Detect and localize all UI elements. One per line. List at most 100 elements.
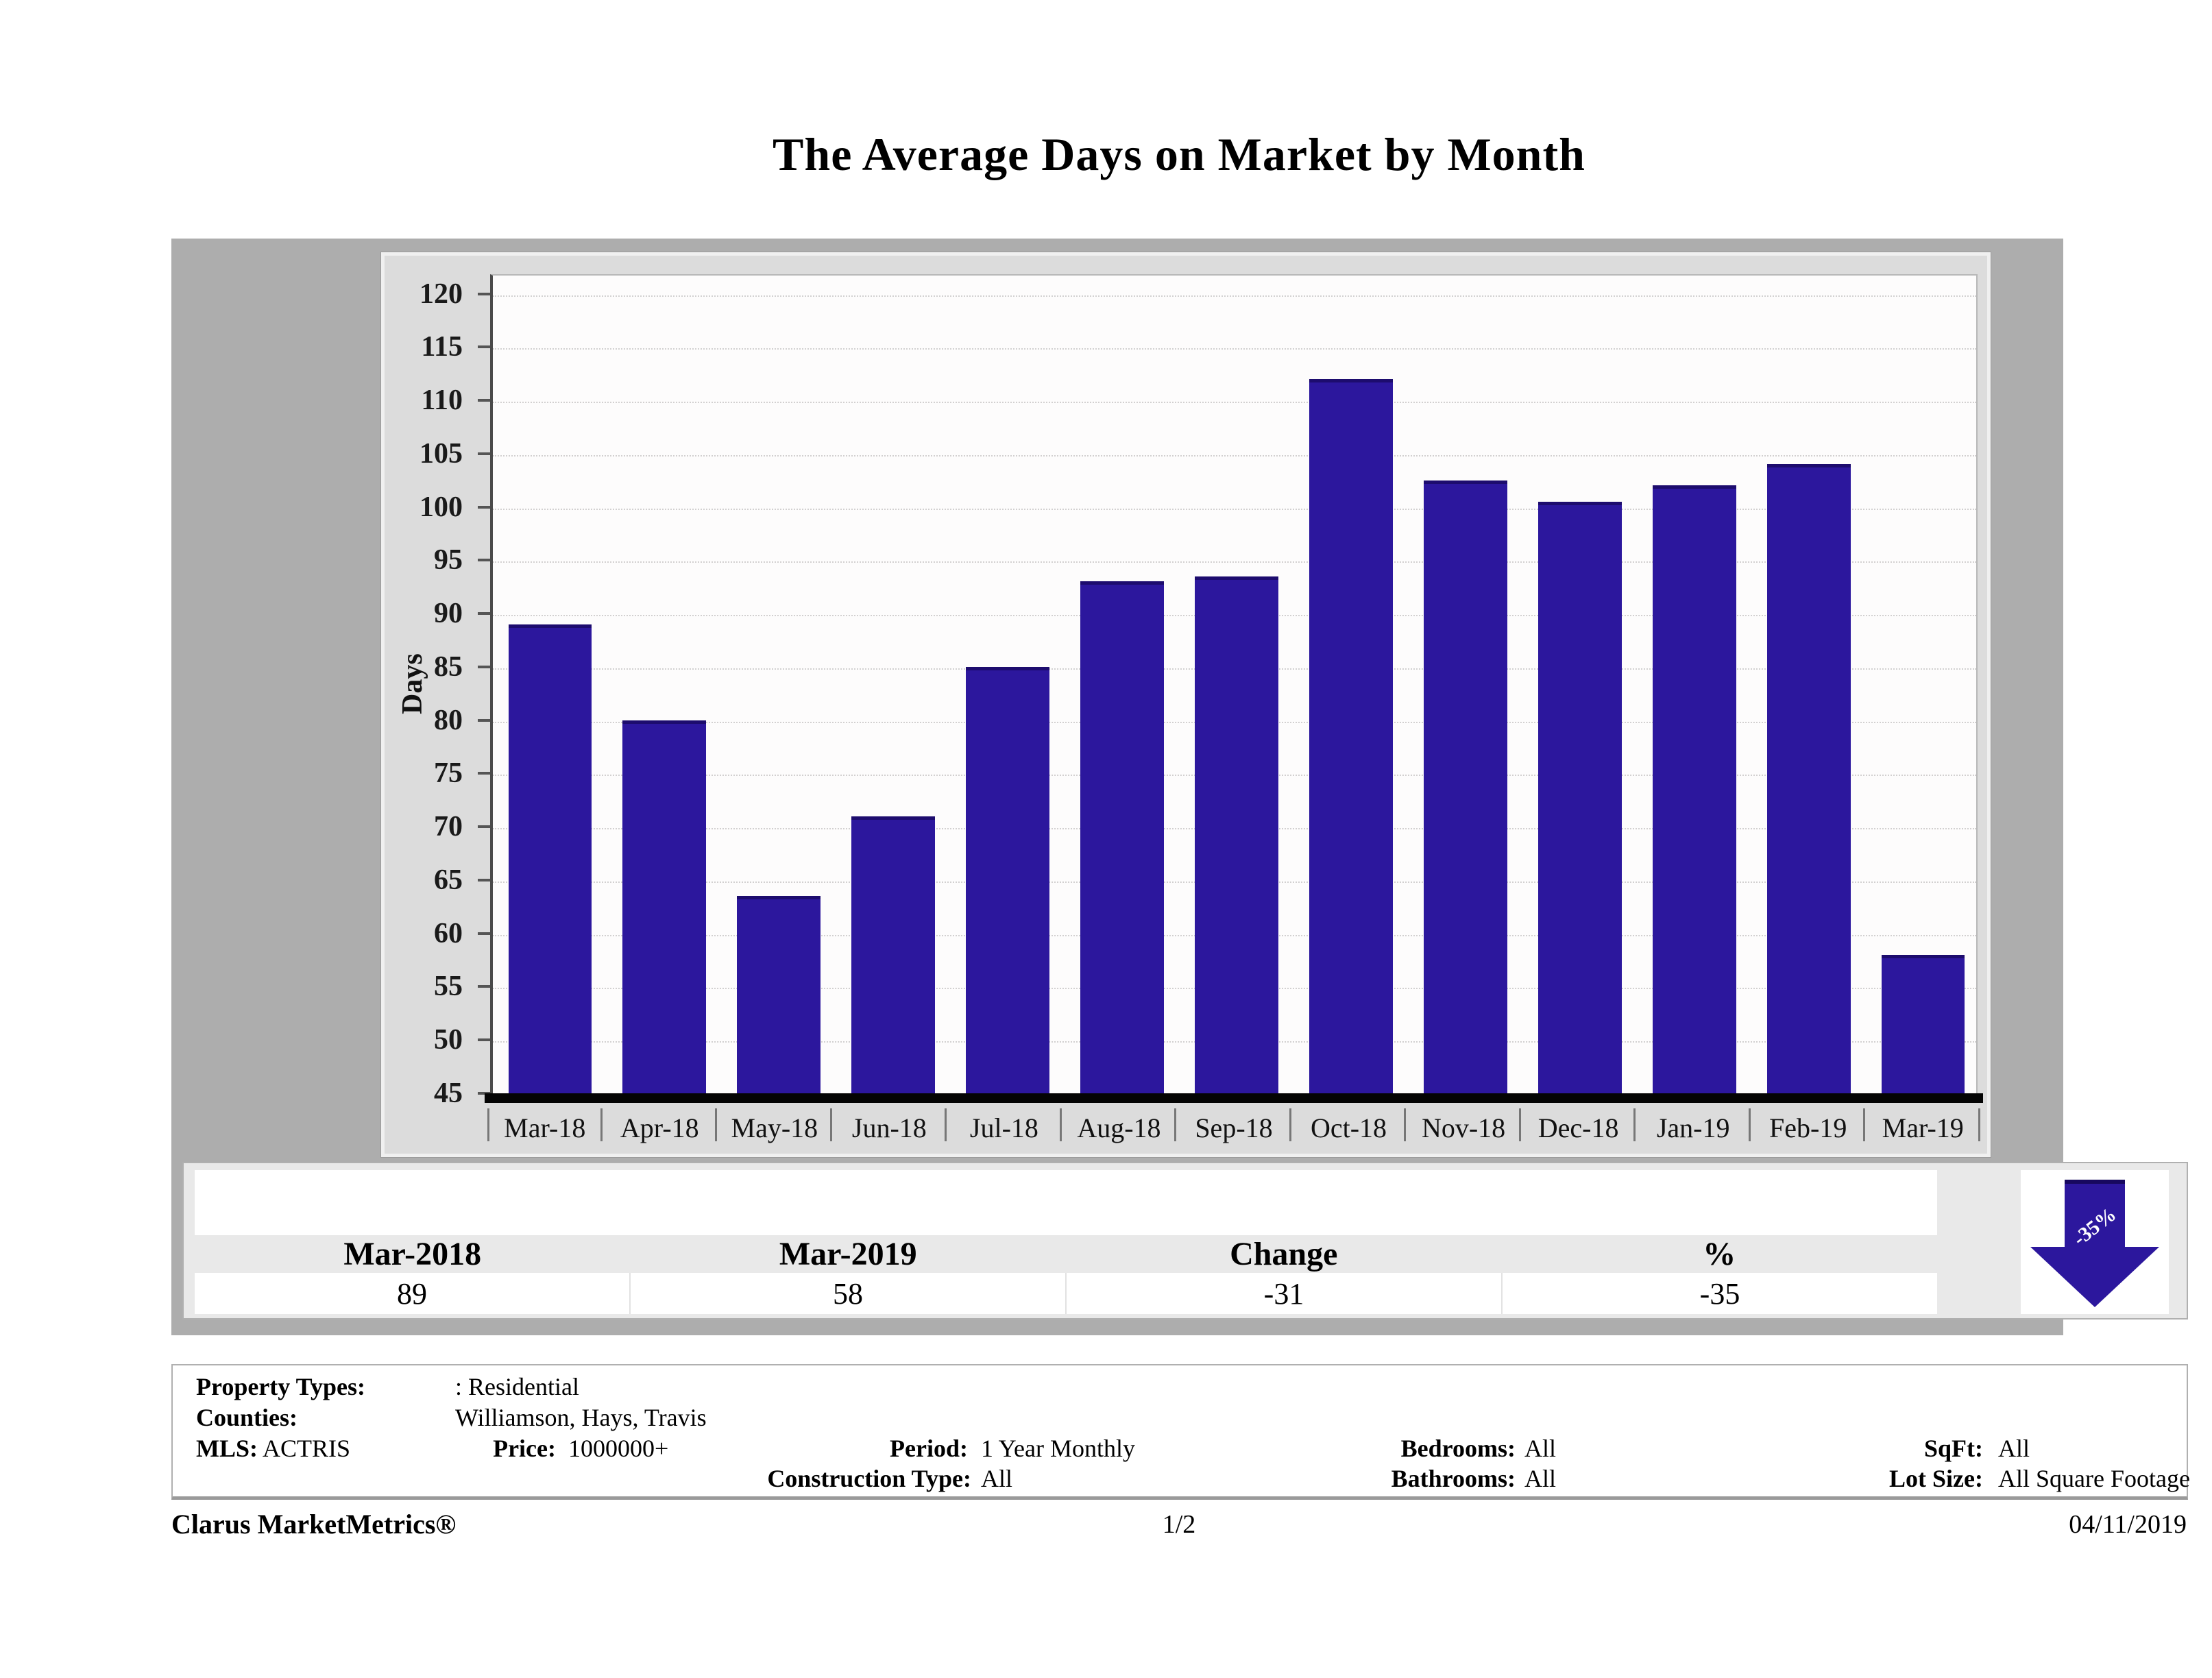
- x-axis-line: [485, 1093, 1983, 1103]
- y-tick-mark: [478, 505, 493, 509]
- sqft-label: SqFt:: [1923, 1435, 1983, 1462]
- y-tick-label: 45: [405, 1077, 493, 1110]
- x-tick-label: Mar-18: [487, 1106, 603, 1150]
- summary-value-cell: -35: [1501, 1273, 1937, 1314]
- property-types-label: Property Types:: [196, 1373, 365, 1400]
- bar-Apr-18: [622, 720, 707, 1093]
- summary-table-value-row: 89 58 -31 -35: [195, 1273, 1937, 1314]
- construction-type-value: All: [981, 1465, 1013, 1492]
- y-tick-mark: [478, 718, 493, 722]
- y-tick-mark: [478, 399, 493, 402]
- summary-header-cell: Mar-2019: [779, 1236, 917, 1272]
- summary-value-cell: 58: [629, 1273, 1065, 1314]
- y-tick-label: 65: [405, 864, 493, 897]
- x-tick-label: Jun-18: [832, 1106, 947, 1150]
- down-arrow-head-icon: [2030, 1247, 2159, 1307]
- footer-date: 04/11/2019: [2069, 1510, 2187, 1539]
- x-tick-label: Jul-18: [947, 1106, 1062, 1150]
- bar-Sep-18: [1195, 576, 1278, 1093]
- sqft-value: All: [1998, 1435, 2030, 1462]
- summary-table-header-row: Mar-2018 Mar-2019 Change%: [195, 1235, 1937, 1273]
- summary-value-cell: -31: [1065, 1273, 1501, 1314]
- y-tick-label: 70: [405, 810, 493, 843]
- down-arrow-icon: [2065, 1180, 2125, 1248]
- bar-Dec-18: [1538, 501, 1622, 1093]
- x-tick-label: Apr-18: [603, 1106, 718, 1150]
- y-tick-label: 95: [405, 544, 493, 576]
- lot-size-value: All Square Footage: [1998, 1465, 2190, 1492]
- y-tick-label: 50: [405, 1023, 493, 1056]
- y-tick-label: 75: [405, 757, 493, 790]
- construction-type-label: Construction Type:: [767, 1465, 971, 1492]
- y-tick-mark: [478, 1038, 493, 1042]
- bar-Aug-18: [1080, 581, 1164, 1093]
- price-value: 1000000+: [568, 1435, 669, 1462]
- filters-box: Property Types: : Residential Counties: …: [171, 1364, 2190, 1500]
- plot-area: [490, 274, 1978, 1093]
- y-tick-mark: [478, 665, 493, 668]
- y-tick-mark: [478, 825, 493, 829]
- bedrooms-value: All: [1524, 1435, 1557, 1462]
- summary-header-cell: Mar-2018: [343, 1236, 482, 1272]
- x-tick-label: May-18: [717, 1106, 832, 1150]
- y-tick-mark: [478, 345, 493, 349]
- y-tick-mark: [478, 292, 493, 295]
- bar-Jul-18: [966, 666, 1050, 1093]
- lot-size-label: Lot Size:: [1889, 1465, 1983, 1492]
- bathrooms-value: All: [1524, 1465, 1557, 1492]
- y-tick-mark: [478, 452, 493, 455]
- summary-header-cell: %: [1703, 1236, 1736, 1272]
- bar-Jun-18: [851, 816, 936, 1093]
- chart-panel: Days 120 115 110 105 100 95 90 85 80 75 70 65 60 55 50…: [381, 252, 1991, 1157]
- y-axis: 120 115 110 105 100 95 90 85 80 75 70 65 60 55 50 45: [405, 274, 493, 1109]
- counties-value: Williamson, Hays, Travis: [455, 1404, 707, 1431]
- y-tick-label: 85: [405, 650, 493, 683]
- x-tick-label: Dec-18: [1521, 1106, 1636, 1150]
- bar-Mar-18: [508, 624, 592, 1093]
- gridline: [493, 561, 1976, 563]
- x-tick-label: Oct-18: [1291, 1106, 1407, 1150]
- y-tick-mark: [478, 772, 493, 775]
- bathrooms-label: Bathrooms:: [1391, 1465, 1516, 1492]
- gridline: [493, 402, 1976, 404]
- trend-arrow-box: -35%: [2021, 1170, 2169, 1314]
- x-tick-label: Aug-18: [1062, 1106, 1177, 1150]
- y-tick-label: 90: [405, 597, 493, 630]
- x-tick-label: Feb-19: [1751, 1106, 1866, 1150]
- y-tick-label: 80: [405, 704, 493, 737]
- gridline: [493, 295, 1976, 297]
- bar-Mar-19: [1881, 954, 1965, 1093]
- counties-label: Counties:: [196, 1404, 298, 1431]
- bar-Nov-18: [1423, 480, 1507, 1093]
- mls-value: ACTRIS: [263, 1435, 351, 1462]
- y-tick-label: 55: [405, 970, 493, 1003]
- mls-label: MLS:: [196, 1435, 258, 1462]
- bar-Feb-19: [1766, 464, 1851, 1093]
- y-tick-label: 105: [405, 437, 493, 470]
- bar-May-18: [737, 896, 821, 1093]
- y-tick-label: 100: [405, 491, 493, 524]
- y-tick-label: 60: [405, 917, 493, 950]
- footer-brand: Clarus MarketMetrics®: [171, 1509, 457, 1540]
- y-tick-mark: [478, 985, 493, 988]
- summary-header-cell: Change: [1230, 1236, 1338, 1272]
- x-tick-label: Nov-18: [1406, 1106, 1521, 1150]
- y-tick-label: 120: [405, 278, 493, 311]
- page-title: The Average Days on Market by Month: [773, 128, 1585, 180]
- y-tick-label: 115: [405, 330, 493, 363]
- y-tick-mark: [478, 612, 493, 616]
- price-label: Price:: [493, 1435, 556, 1462]
- period-label: Period:: [890, 1435, 968, 1462]
- y-tick-mark: [478, 932, 493, 935]
- footer-page-number: 1/2: [1162, 1510, 1196, 1539]
- x-axis-labels: Mar-18 Apr-18 May-18 Jun-18 Jul-18 Aug-18 Sep-…: [487, 1106, 1980, 1150]
- bar-Jan-19: [1652, 485, 1736, 1093]
- bar-Oct-18: [1309, 378, 1393, 1093]
- x-tick-label: Mar-19: [1865, 1106, 1980, 1150]
- chart-outer-band: Days 120 115 110 105 100 95 90 85 80 75 70 65 60 55 50…: [171, 239, 2063, 1335]
- x-tick-label: Sep-18: [1176, 1106, 1291, 1150]
- gridline: [493, 508, 1976, 510]
- y-tick-label: 110: [405, 384, 493, 417]
- property-types-value: : Residential: [455, 1373, 579, 1400]
